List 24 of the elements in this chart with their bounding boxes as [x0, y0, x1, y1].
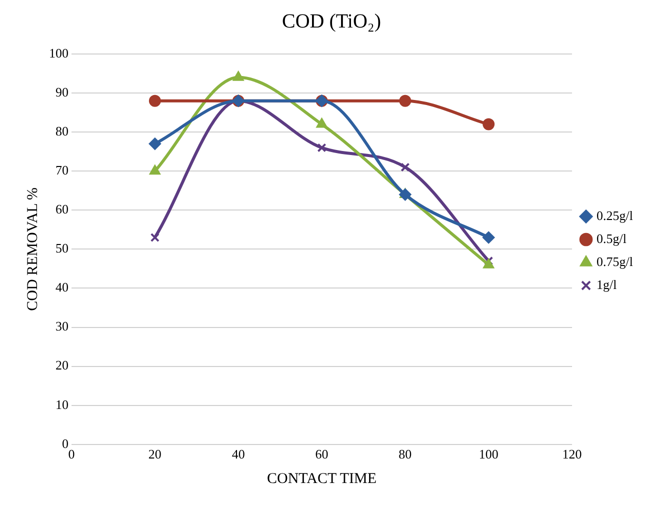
- y-tick-label: 10: [56, 396, 68, 412]
- legend-label: 0.5g/l: [596, 230, 627, 246]
- y-tick-label: 90: [56, 84, 68, 100]
- y-tick-label: 50: [56, 240, 68, 256]
- y-tick-label: 80: [56, 124, 68, 138]
- y-tick-label: 20: [56, 358, 68, 373]
- x-axis-title: CONTACT TIME: [267, 470, 377, 487]
- y-tick-label: 40: [56, 280, 68, 295]
- x-tick-label: 80: [398, 446, 412, 462]
- x-tick-label: 20: [148, 446, 162, 462]
- x-tick-label: 100: [478, 446, 498, 462]
- y-tick-label: 70: [56, 162, 68, 178]
- x-tick-label: 120: [562, 446, 582, 462]
- legend-label: 1g/l: [596, 276, 618, 292]
- x-tick-label: 40: [232, 446, 245, 462]
- y-tick-label: 30: [56, 318, 68, 334]
- legend-label: 0.75g/l: [596, 254, 634, 269]
- y-axis-title: COD REMOVAL %: [24, 188, 41, 311]
- chart-title: COD (TiO₂): [282, 10, 382, 32]
- y-tick-label: 0: [62, 436, 68, 451]
- x-tick-label: 60: [315, 446, 328, 462]
- y-tick-label: 100: [49, 45, 68, 60]
- legend-label: 0.25g/l: [596, 208, 634, 223]
- y-tick-label: 60: [56, 202, 68, 217]
